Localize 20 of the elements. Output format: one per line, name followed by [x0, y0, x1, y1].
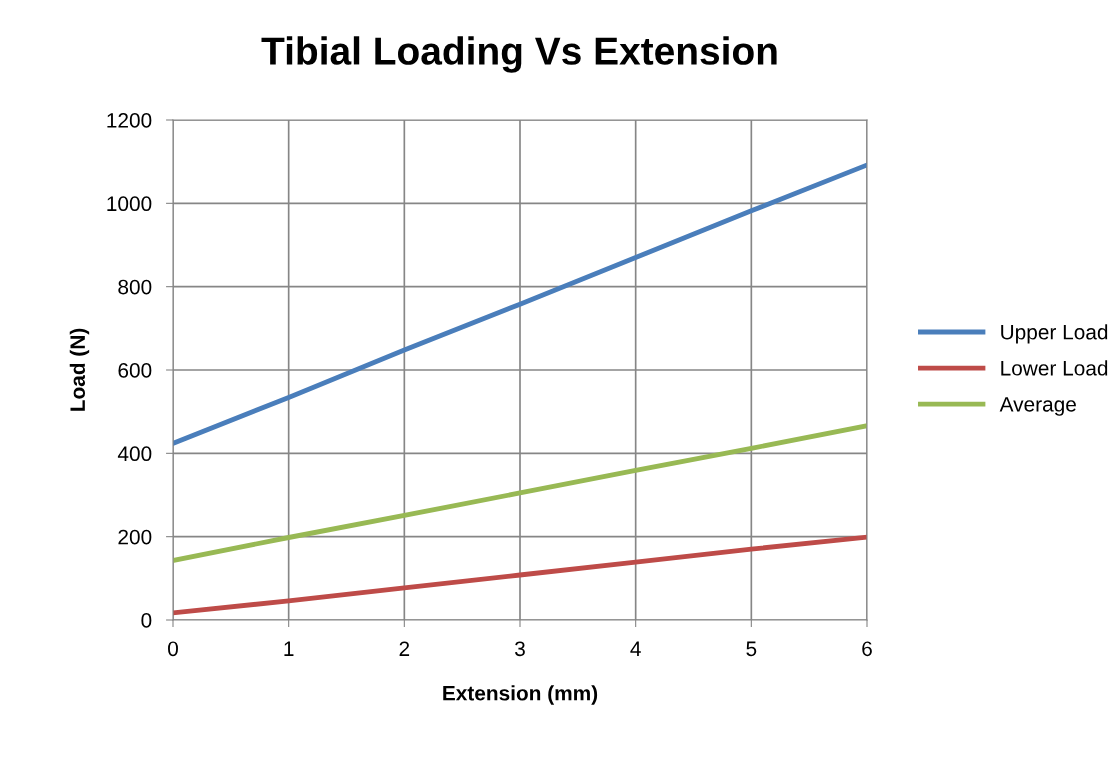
y-tick-label: 800 [118, 279, 152, 295]
y-tick-label: 0 [141, 613, 152, 628]
y-tick-label: 400 [117, 446, 152, 462]
x-tick-label: 2 [399, 641, 410, 656]
y-tick-label: 200 [118, 529, 152, 545]
y-tick-label: 1200 [107, 113, 152, 128]
y-tick-label: 600 [118, 363, 152, 378]
y-axis-title: Load (N) [69, 328, 90, 411]
x-tick-label: 5 [746, 641, 757, 657]
chart-title: Tibial Loading Vs Extension [261, 36, 777, 73]
legend-label: Average [999, 397, 1076, 416]
x-axis-title: Extension (mm) [443, 685, 598, 705]
legend-label: Upper Load [1001, 324, 1108, 344]
y-tick-label: 1000 [107, 196, 152, 212]
x-tick-label: 0 [168, 641, 178, 657]
x-tick-label: 3 [515, 641, 525, 657]
x-tick-label: 4 [630, 641, 641, 656]
x-tick-label: 6 [862, 641, 872, 657]
x-tick-label: 1 [284, 641, 294, 656]
legend-label: Lower Load [1001, 360, 1108, 376]
